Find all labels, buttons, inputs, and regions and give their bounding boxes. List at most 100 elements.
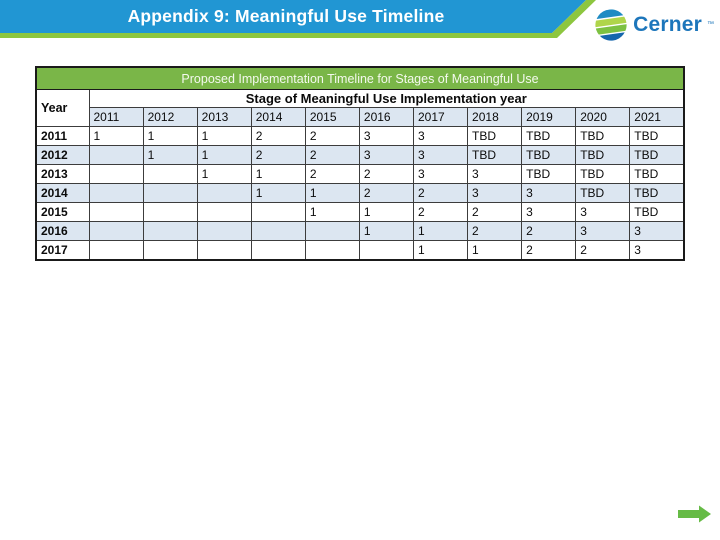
row-label: 2011 (35, 126, 90, 146)
col-header: 2013 (196, 107, 252, 127)
stage-value-cell: TBD (521, 126, 577, 146)
stage-value-cell: 1 (412, 221, 469, 241)
timeline-table: Proposed Implementation Timeline for Sta… (35, 66, 685, 261)
stage-value-cell: TBD (629, 164, 685, 184)
stage-value-cell: TBD (521, 164, 577, 184)
stage-value-cell (142, 164, 198, 184)
stage-value-cell: TBD (575, 183, 631, 203)
stage-value-cell: 1 (304, 202, 360, 222)
stage-value-cell: 2 (304, 164, 360, 184)
header-blue-bar (0, 0, 586, 33)
stage-value-cell: TBD (629, 126, 685, 146)
stage-value-cell: 1 (88, 126, 144, 146)
stage-value-cell (142, 221, 198, 241)
stage-value-cell (196, 183, 252, 203)
page-title: Appendix 9: Meaningful Use Timeline (127, 6, 445, 26)
row-label: 2014 (35, 183, 90, 203)
table-row: 2011 2012 2013 2014 2015 2016 2017 2018 2019 2020… (36, 107, 685, 127)
stage-value-cell: TBD (467, 126, 523, 146)
stage-value-cell: TBD (629, 183, 685, 203)
year-column-header-cell: Year (35, 89, 90, 127)
stage-value-cell: 2 (521, 221, 577, 241)
stage-value-cell: 1 (358, 202, 414, 222)
stage-value-cell: 3 (521, 183, 577, 203)
row-label: 2016 (35, 221, 90, 241)
col-header: 2017 (412, 107, 469, 127)
stage-value-cell: 3 (467, 164, 523, 184)
col-header: 2011 (88, 107, 144, 127)
stage-value-cell: 2 (467, 202, 523, 222)
row-label: 2017 (35, 240, 90, 261)
col-header: 2018 (467, 107, 523, 127)
stage-value-cell (304, 240, 360, 261)
stage-subtitle-cell: Stage of Meaningful Use Implementation y… (88, 89, 685, 108)
stage-value-cell (250, 240, 306, 261)
stage-value-cell: 2 (412, 202, 469, 222)
stage-value-cell: 1 (196, 126, 252, 146)
stage-value-cell (88, 145, 144, 165)
stage-value-cell: 3 (358, 145, 414, 165)
stage-value-cell: 3 (629, 221, 685, 241)
trademark-mark: ™ (707, 21, 714, 28)
stage-value-cell: 1 (250, 164, 306, 184)
stage-value-cell: 1 (467, 240, 523, 261)
stage-value-cell (196, 221, 252, 241)
stage-value-cell: 2 (467, 221, 523, 241)
stage-value-cell: 1 (412, 240, 469, 261)
table-row: 2017 1 1 2 2 3 (35, 240, 685, 261)
stage-value-cell: TBD (521, 145, 577, 165)
stage-value-cell: 2 (250, 145, 306, 165)
stage-value-cell: 2 (358, 183, 414, 203)
stage-value-cell (250, 221, 306, 241)
stage-value-cell: 1 (142, 145, 198, 165)
stage-value-cell: TBD (467, 145, 523, 165)
stage-value-cell (196, 240, 252, 261)
stage-value-cell: 2 (304, 145, 360, 165)
stage-value-cell (196, 202, 252, 222)
stage-value-cell: 1 (358, 221, 414, 241)
stage-value-cell: TBD (575, 145, 631, 165)
stage-value-cell: 2 (575, 240, 631, 261)
stage-value-cell: 3 (575, 221, 631, 241)
stage-value-cell: TBD (575, 164, 631, 184)
table-row: 2016 1 1 2 2 3 3 (35, 221, 685, 241)
timeline-table-body: Proposed Implementation Timeline for Sta… (35, 66, 685, 261)
table-row: Year Stage of Meaningful Use Implementati… (35, 89, 685, 127)
next-arrow-icon (678, 505, 711, 523)
table-row: 2014 1 1 2 2 3 3 TBD TBD (35, 183, 685, 203)
stage-value-cell (88, 164, 144, 184)
stage-value-cell: 1 (196, 145, 252, 165)
table-row: 2011 1 1 1 2 2 3 3 TBD TBD TBD TBD (35, 126, 685, 146)
col-header: 2016 (358, 107, 414, 127)
stage-value-cell: 2 (412, 183, 469, 203)
col-header: 2015 (304, 107, 360, 127)
col-header: 2014 (250, 107, 306, 127)
stage-value-cell: TBD (629, 145, 685, 165)
stage-value-cell (88, 240, 144, 261)
stage-value-cell: 3 (358, 126, 414, 146)
stage-value-cell (88, 202, 144, 222)
stage-value-cell: 3 (575, 202, 631, 222)
stage-value-cell (88, 183, 144, 203)
table-row: 2015 1 1 2 2 3 3 TBD (35, 202, 685, 222)
stage-value-cell: 1 (250, 183, 306, 203)
stage-value-cell: 2 (250, 126, 306, 146)
stage-value-cell: 3 (467, 183, 523, 203)
stage-value-cell: 3 (629, 240, 685, 261)
stage-value-cell (250, 202, 306, 222)
stage-value-cell (358, 240, 414, 261)
table-row: 2012 1 1 2 2 3 3 TBD TBD TBD TBD (35, 145, 685, 165)
stage-value-cell: 1 (196, 164, 252, 184)
stage-value-cell (142, 202, 198, 222)
stage-value-cell: 3 (412, 126, 469, 146)
header-green-stripe (0, 0, 596, 38)
col-header: 2019 (521, 107, 577, 127)
row-label: 2015 (35, 202, 90, 222)
cerner-logo: Cerner ™ (594, 7, 714, 43)
col-header: 2020 (575, 107, 631, 127)
stage-value-cell: 2 (521, 240, 577, 261)
stage-value-cell: 2 (358, 164, 414, 184)
stage-value-cell (88, 221, 144, 241)
row-label: 2013 (35, 164, 90, 184)
